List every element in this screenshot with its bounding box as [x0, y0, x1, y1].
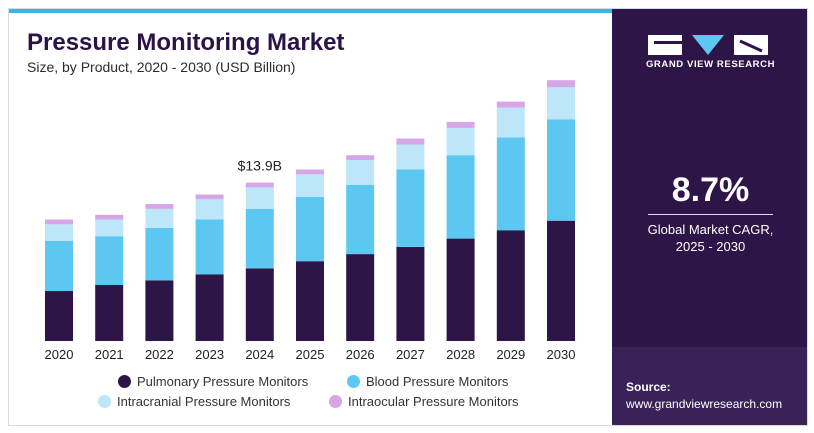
bar-blood-2027 — [396, 169, 425, 247]
bar-intracranial-2026 — [346, 160, 375, 185]
legend-item-intracranial: Intracranial Pressure Monitors — [98, 394, 290, 409]
bar-pulmonary-2021 — [95, 285, 124, 341]
bar-pulmonary-2023 — [195, 274, 224, 341]
bar-pulmonary-2024 — [245, 268, 274, 341]
bar-pulmonary-2030 — [547, 220, 575, 341]
data-label-2024: $13.9B — [238, 158, 282, 174]
bar-blood-2020 — [45, 241, 73, 291]
x-tick-label-2026: 2026 — [346, 347, 375, 362]
bar-pulmonary-2020 — [45, 291, 73, 341]
stacked-bar-chart: 2020 2021 2022 2023 2024 $13.9B 2025 2026 2027 20… — [45, 80, 576, 362]
bar-intraocular-2021 — [95, 214, 124, 220]
x-tick-label-2025: 2025 — [296, 347, 325, 362]
bar-intraocular-2023 — [195, 194, 224, 200]
bar-intraocular-2027 — [396, 138, 425, 145]
bar-intracranial-2023 — [195, 199, 224, 220]
cagr-value: 8.7% — [671, 171, 750, 209]
source-link[interactable]: www.grandviewresearch.com — [626, 397, 783, 411]
bar-intraocular-2026 — [346, 155, 375, 160]
legend-swatch-intraocular — [329, 395, 342, 408]
x-tick-label-2023: 2023 — [195, 347, 224, 362]
legend-label-pulmonary: Pulmonary Pressure Monitors — [137, 374, 309, 389]
x-tick-label-2028: 2028 — [446, 347, 475, 362]
bar-intracranial-2020 — [45, 224, 73, 241]
bar-blood-2030 — [547, 119, 575, 221]
source-box: Source: www.grandviewresearch.com — [612, 347, 807, 425]
bar-pulmonary-2027 — [396, 246, 425, 341]
legend-swatch-intracranial — [98, 395, 111, 408]
legend-swatch-blood — [347, 375, 360, 388]
cagr-divider — [648, 214, 773, 215]
brand-name: GRAND VIEW RESEARCH — [645, 59, 776, 70]
x-tick-label-2021: 2021 — [95, 347, 124, 362]
x-tick-label-2024: 2024 — [245, 347, 274, 362]
chart-title: Pressure Monitoring Market — [27, 29, 345, 56]
info-panel: GRAND VIEW RESEARCH 8.7% Global Market C… — [612, 9, 807, 425]
bar-intracranial-2021 — [95, 219, 124, 237]
bar-intraocular-2020 — [45, 219, 73, 225]
bar-intracranial-2025 — [296, 174, 324, 197]
bar-pulmonary-2026 — [346, 254, 375, 341]
legend-item-blood: Blood Pressure Monitors — [347, 374, 508, 389]
x-tick-label-2030: 2030 — [547, 347, 576, 362]
grand-view-research-logo — [648, 35, 768, 55]
bar-intracranial-2028 — [446, 127, 475, 156]
bar-intraocular-2029 — [496, 101, 525, 108]
x-tick-label-2027: 2027 — [396, 347, 425, 362]
legend-label-intracranial: Intracranial Pressure Monitors — [117, 394, 291, 409]
bar-blood-2021 — [95, 236, 124, 285]
bar-intraocular-2022 — [145, 204, 174, 209]
cagr-label-line2: 2025 - 2030 — [675, 239, 746, 254]
cagr-label-line1: Global Market CAGR, — [647, 222, 774, 237]
bar-blood-2025 — [296, 196, 324, 262]
bar-intracranial-2027 — [396, 144, 425, 170]
x-tick-label-2020: 2020 — [45, 347, 74, 362]
bar-pulmonary-2025 — [296, 261, 324, 341]
cagr-label: Global Market CAGR, 2025 - 2030 — [612, 221, 807, 255]
chart-subtitle: Size, by Product, 2020 - 2030 (USD Billi… — [27, 59, 296, 75]
legend-label-intraocular: Intraocular Pressure Monitors — [348, 394, 519, 409]
bar-blood-2022 — [145, 227, 174, 281]
legend-swatch-pulmonary — [118, 375, 131, 388]
bar-intracranial-2024 — [245, 187, 274, 209]
accent-line — [9, 9, 612, 13]
legend-item-pulmonary: Pulmonary Pressure Monitors — [118, 374, 308, 389]
bar-blood-2026 — [346, 185, 375, 255]
bar-intraocular-2028 — [446, 121, 475, 128]
bar-blood-2023 — [195, 219, 224, 275]
bar-intraocular-2025 — [296, 169, 324, 175]
bar-blood-2029 — [496, 137, 525, 231]
bar-intraocular-2024 — [245, 182, 274, 188]
bar-intracranial-2022 — [145, 208, 174, 228]
bar-blood-2028 — [446, 155, 475, 239]
legend-item-intraocular: Intraocular Pressure Monitors — [329, 394, 519, 409]
bar-intracranial-2030 — [547, 87, 575, 120]
bar-intraocular-2030 — [547, 80, 575, 88]
bar-pulmonary-2029 — [496, 230, 525, 341]
x-tick-label-2022: 2022 — [145, 347, 174, 362]
source-label: Source: — [626, 380, 671, 394]
x-tick-label-2029: 2029 — [496, 347, 525, 362]
bar-intracranial-2029 — [496, 107, 525, 138]
bar-blood-2024 — [245, 208, 274, 269]
chart-card: Pressure Monitoring Market Size, by Prod… — [8, 8, 808, 426]
legend-label-blood: Blood Pressure Monitors — [366, 374, 509, 389]
bar-pulmonary-2022 — [145, 280, 174, 341]
bar-pulmonary-2028 — [446, 238, 475, 341]
